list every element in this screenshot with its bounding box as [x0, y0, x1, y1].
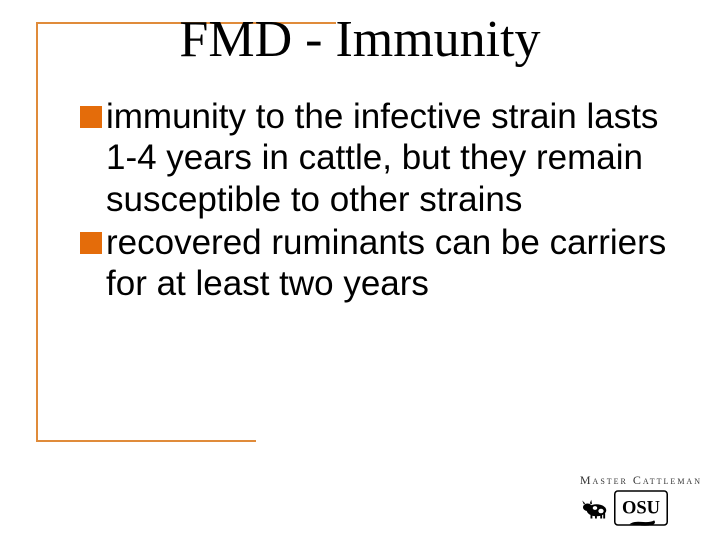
bullet-text: immunity to the infective strain lasts 1… — [106, 96, 670, 220]
frame-border-left — [36, 22, 38, 442]
footer-block: Master Cattleman OSU — [580, 473, 702, 526]
frame-border-bottom — [36, 440, 256, 442]
osu-text: OSU — [622, 498, 660, 518]
bullet-square-icon — [80, 232, 102, 254]
osu-logo-icon: OSU — [614, 490, 668, 526]
bullet-item: immunity to the infective strain lasts 1… — [80, 96, 670, 220]
cow-icon — [580, 495, 610, 521]
bullet-text: recovered ruminants can be carriers for … — [106, 222, 670, 305]
slide-title: FMD - Immunity — [0, 10, 720, 69]
slide-body: immunity to the infective strain lasts 1… — [80, 96, 670, 306]
bullet-item: recovered ruminants can be carriers for … — [80, 222, 670, 305]
footer-label: Master Cattleman — [580, 473, 702, 488]
footer: Master Cattleman OSU — [580, 473, 702, 526]
bullet-square-icon — [80, 106, 102, 128]
